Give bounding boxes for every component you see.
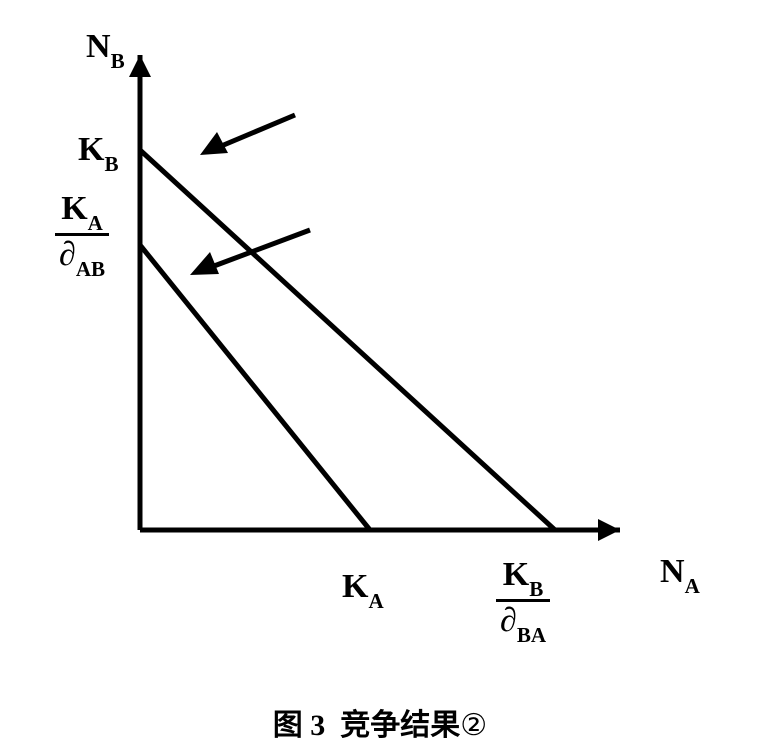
frac2-den-main: ∂ <box>500 602 517 639</box>
isocline-a <box>140 245 370 530</box>
caption-text: 竞争结果 <box>340 709 460 742</box>
diagram-svg <box>0 0 760 748</box>
x-axis-label: NA <box>660 555 700 594</box>
isocline-b <box>140 150 555 530</box>
y-axis-label: NB <box>86 30 125 69</box>
y-axis-arrowhead <box>129 55 151 77</box>
x-tick-ka: KA <box>342 570 384 609</box>
frac-den-main: ∂ <box>59 236 76 273</box>
x-axis-arrowhead <box>598 519 620 541</box>
frac-num-main: K <box>61 190 87 227</box>
fraction-kb-dba-den: ∂BA <box>496 602 550 643</box>
x-tick-ka-sub: A <box>368 589 383 613</box>
caption-circled-number: ② <box>460 708 487 743</box>
vector-arrow-1 <box>200 115 295 155</box>
x-axis-label-main: N <box>660 553 685 590</box>
figure-caption: 图 3 竞争结果② <box>0 700 760 744</box>
y-tick-kb-main: K <box>78 131 104 168</box>
fraction-ka-dab-num: KA <box>55 192 109 236</box>
x-tick-ka-main: K <box>342 568 368 605</box>
y-tick-kb: KB <box>78 133 119 172</box>
frac2-num-sub: B <box>529 577 543 601</box>
caption-prefix: 图 3 <box>273 709 326 742</box>
x-tick-kb-over-dba: KB ∂BA <box>496 558 550 643</box>
y-axis-label-sub: B <box>111 49 125 73</box>
frac2-num-main: K <box>503 556 529 593</box>
frac2-den-sub: BA <box>517 623 546 647</box>
y-tick-kb-sub: B <box>104 152 118 176</box>
fraction-ka-dab-den: ∂AB <box>55 236 109 277</box>
fraction-kb-dba: KB ∂BA <box>496 558 550 643</box>
fraction-ka-dab: KA ∂AB <box>55 192 109 277</box>
y-tick-ka-over-dab: KA ∂AB <box>55 192 109 277</box>
figure-container: NB KB KA ∂AB KA KB ∂BA NA <box>0 0 760 748</box>
vector-arrow-2 <box>190 230 310 275</box>
x-axis-label-sub: A <box>685 574 700 598</box>
frac-den-sub: AB <box>76 257 105 281</box>
fraction-kb-dba-num: KB <box>496 558 550 602</box>
y-axis-label-main: N <box>86 28 111 65</box>
frac-num-sub: A <box>88 211 103 235</box>
axes-group <box>129 55 620 541</box>
